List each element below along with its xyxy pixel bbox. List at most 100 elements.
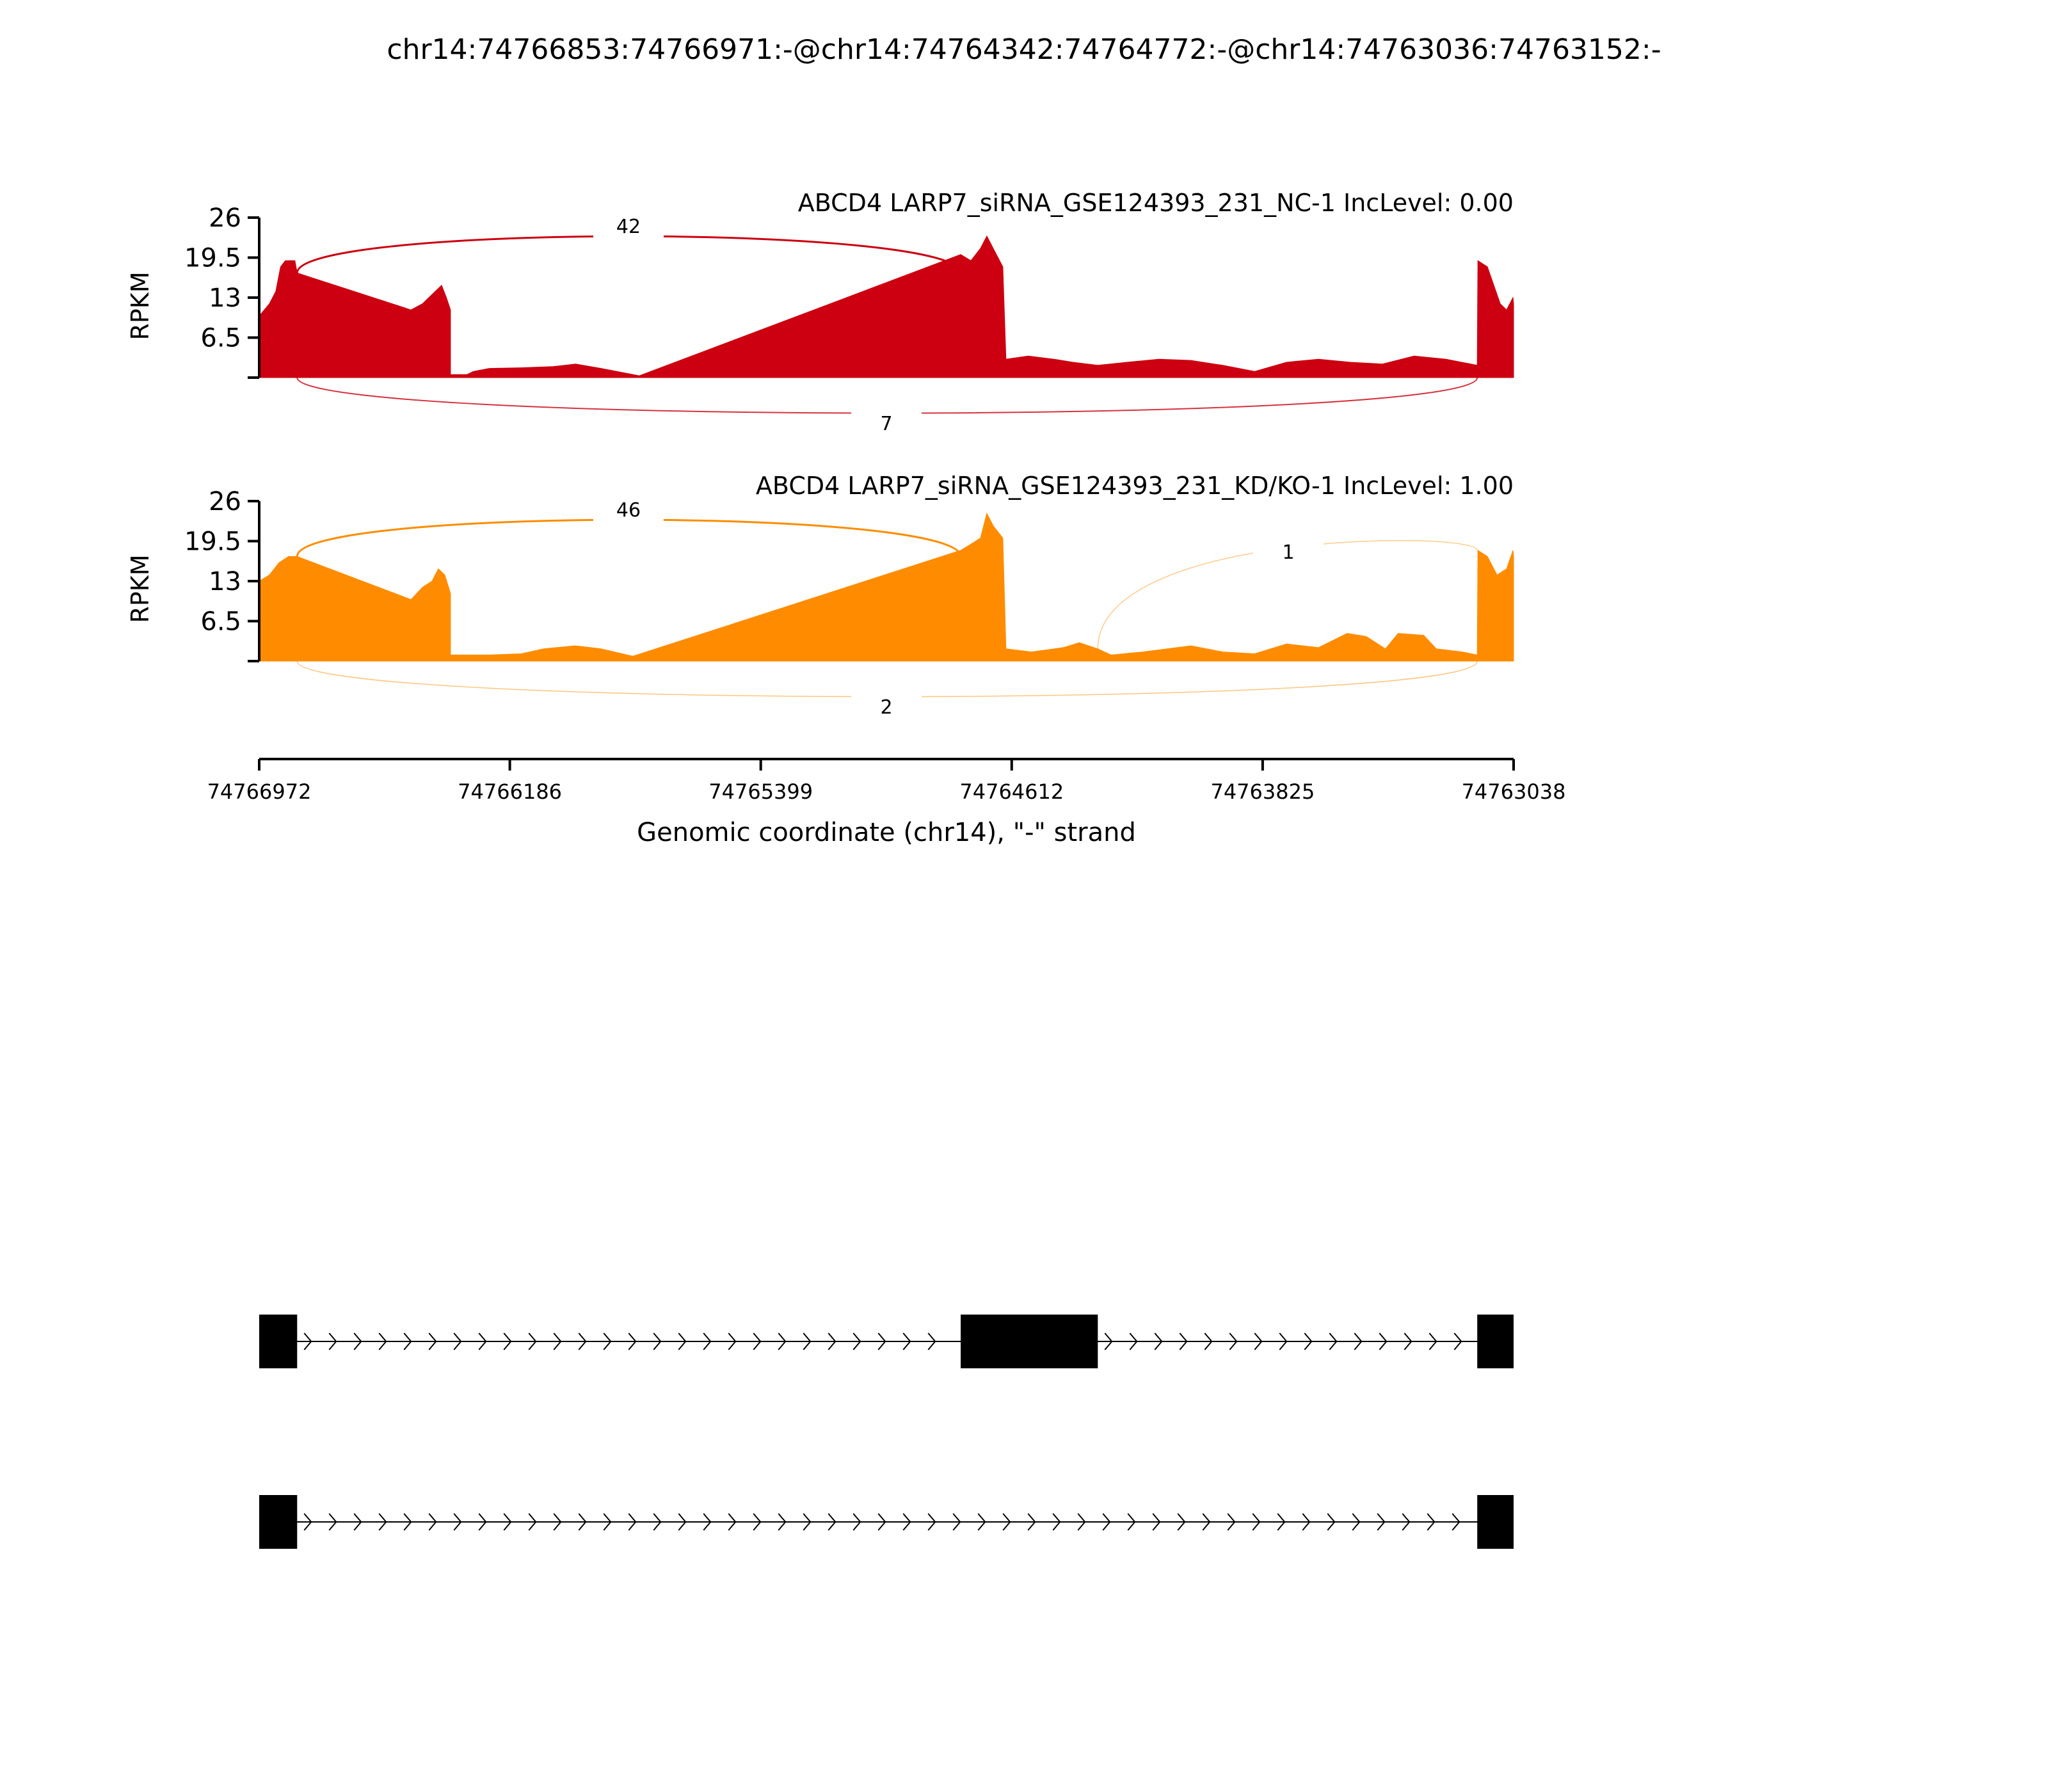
strand-arrow [353,1513,362,1531]
junction-label-bg [593,212,664,238]
coverage-area-nc [259,235,1514,378]
strand-arrow [1352,1513,1361,1531]
y-tick-label: 19.5 [184,244,241,273]
strand-arrow [1104,1332,1113,1350]
junction-label-bg [851,410,922,435]
strand-arrow [1354,1332,1363,1350]
strand-arrow [728,1513,737,1531]
strand-arrow [1229,1332,1238,1350]
strand-arrow [1304,1332,1313,1350]
strand-arrow [753,1513,762,1531]
junction-arc [296,660,1478,698]
strand-arrow [653,1513,662,1531]
strand-arrow [1327,1513,1336,1531]
junction-arc [296,235,962,273]
strand-arrow [1177,1513,1186,1531]
strand-arrow [478,1513,487,1531]
junction-label-bg [851,693,922,719]
strand-arrow [478,1332,487,1350]
x-axis-ticks: 74766972 74766186 74765399 74764612 74763825… [207,759,1566,804]
strand-arrow [1077,1513,1086,1531]
strand-arrow [303,1513,312,1531]
strand-arrow [778,1332,787,1350]
junction-label-bg [593,496,664,522]
strand-arrow [803,1332,812,1350]
y-axis-kd: 26 19.5 13 6.5 [184,487,260,662]
panel-title-nc: ABCD4 LARP7_siRNA_GSE124393_231_NC-1 Inc… [798,189,1514,217]
strand-arrow [628,1332,637,1350]
strand-arrow [1204,1332,1213,1350]
strand-arrow [428,1332,437,1350]
figure-title: chr14:74766853:74766971:-@chr14:74764342… [387,33,1661,66]
strand-arrow [728,1332,737,1350]
strand-arrow [528,1513,537,1531]
strand-arrow [1404,1332,1412,1350]
strand-arrow [753,1332,762,1350]
strand-arrow [1152,1513,1161,1531]
strand-arrow [678,1332,687,1350]
strand-arrow [1302,1513,1311,1531]
x-tick-label: 74764612 [959,780,1064,804]
genomic-x-axis: 74766972 74766186 74765399 74764612 74763825… [207,758,1566,847]
x-tick-label: 74763038 [1462,780,1566,804]
strand-arrow [603,1332,612,1350]
strand-arrow [1402,1513,1411,1531]
strand-arrow [1002,1513,1011,1531]
strand-arrow [303,1332,312,1350]
strand-arrow [603,1513,612,1531]
junction-arcs-nc: 42 7 [296,212,1478,435]
y-tick-label: 13 [209,284,241,313]
strand-arrow [852,1332,861,1350]
strand-arrow [1252,1513,1261,1531]
coverage-fill [259,235,1514,378]
strand-arrow [902,1332,911,1350]
strand-arrow [503,1513,512,1531]
strand-arrow [927,1332,936,1350]
junction-label-bg [1253,538,1324,564]
strand-arrow [1179,1332,1188,1350]
strand-arrow [553,1513,562,1531]
isoform-model [259,1495,1514,1549]
exon-block [961,1315,1098,1368]
y-axis-label-kd: RPKM [126,554,154,623]
junction-count-label: 2 [880,696,892,719]
junction-count-label: 42 [616,216,641,238]
strand-arrow [653,1332,662,1350]
junction-arcs-kd: 46 1 2 [296,496,1478,719]
strand-arrow [1452,1513,1460,1531]
y-tick-label: 19.5 [184,527,241,557]
strand-arrow [578,1513,587,1531]
junction-count-label: 46 [616,499,641,522]
junction-arc [296,377,1478,414]
strand-arrow [453,1513,462,1531]
strand-arrow [952,1513,961,1531]
strand-arrow [428,1513,437,1531]
y-tick-label: 6.5 [200,607,241,637]
x-tick-label: 74765399 [708,780,813,804]
x-tick-label: 74766186 [458,780,562,804]
y-tick-label: 6.5 [200,324,241,353]
coverage-panel-kd: ABCD4 LARP7_siRNA_GSE124393_231_KD/KO-1 … [126,472,1514,719]
strand-arrow [1453,1332,1462,1350]
strand-arrow [1227,1513,1236,1531]
coverage-fill [259,512,1514,662]
panel-title-kd: ABCD4 LARP7_siRNA_GSE124393_231_KD/KO-1 … [756,472,1514,500]
strand-arrow [1379,1332,1388,1350]
strand-arrow [403,1513,412,1531]
strand-arrow [1052,1513,1061,1531]
coverage-panel-nc: ABCD4 LARP7_siRNA_GSE124393_231_NC-1 Inc… [126,189,1514,435]
y-tick-label: 26 [209,487,241,516]
strand-arrow [1127,1513,1136,1531]
strand-arrow [1427,1513,1436,1531]
strand-arrow [1027,1513,1036,1531]
strand-arrow [1377,1513,1386,1531]
strand-arrow [1154,1332,1163,1350]
strand-arrow [828,1513,836,1531]
exon-block [259,1495,298,1549]
y-axis-label-nc: RPKM [126,271,154,340]
strand-arrow [703,1332,712,1350]
coverage-area-kd [259,512,1514,662]
junction-arc [296,518,962,557]
strand-arrow [828,1332,836,1350]
